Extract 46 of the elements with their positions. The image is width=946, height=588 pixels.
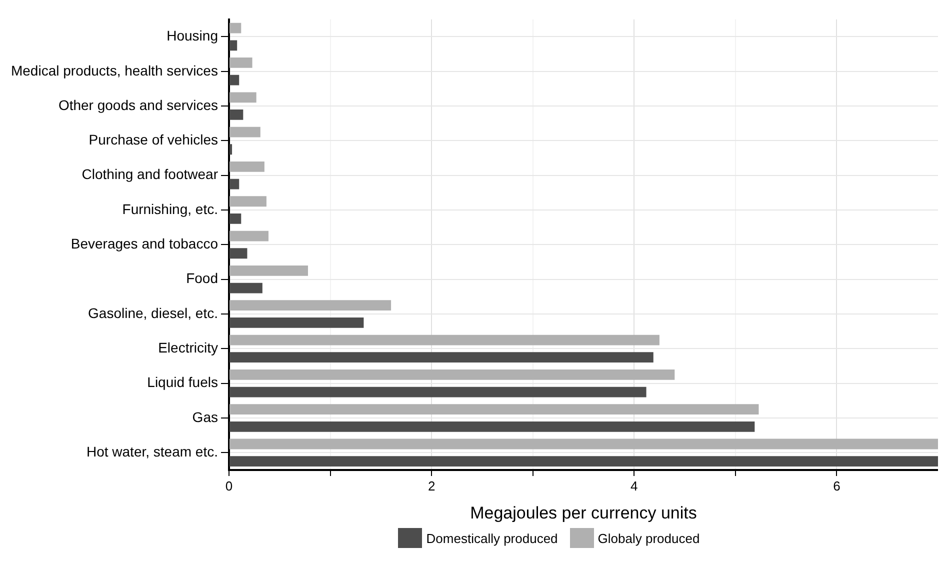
- y-tick-label: Clothing and footwear: [82, 166, 218, 182]
- bar: [229, 58, 252, 68]
- y-tick-label: Electricity: [158, 340, 218, 356]
- y-tick-label: Purchase of vehicles: [88, 132, 218, 148]
- x-tick-label: 0: [225, 478, 233, 494]
- bar: [229, 40, 238, 51]
- bar: [229, 22, 242, 34]
- legend-label: Globaly produced: [598, 530, 700, 546]
- bar: [229, 214, 242, 224]
- bar: [229, 265, 308, 276]
- bar: [229, 369, 675, 380]
- bar: [229, 162, 264, 172]
- y-tick-label: Gas: [192, 408, 218, 425]
- x-axis-title: Megajoules per currency units: [470, 503, 697, 522]
- bar: [229, 421, 755, 432]
- y-tick-label: Medical products, health services: [10, 62, 218, 78]
- bar: [229, 438, 938, 450]
- y-tick-label: Food: [186, 270, 218, 286]
- bar: [229, 456, 938, 467]
- bar: [229, 144, 232, 155]
- x-tick-label: 6: [833, 478, 840, 494]
- bar: [229, 230, 268, 242]
- y-tick-label: Furnishing, etc.: [122, 200, 218, 217]
- bar: [229, 334, 660, 346]
- bar: [229, 404, 759, 415]
- y-tick-label: Housing: [166, 28, 218, 44]
- bar: [229, 110, 244, 120]
- bar: [229, 74, 240, 86]
- bar: [229, 317, 364, 328]
- x-tick-label: 4: [630, 478, 638, 494]
- bar: [229, 248, 248, 259]
- bar: [229, 282, 262, 294]
- bar: [229, 300, 392, 311]
- y-tick-label: Other goods and services: [58, 96, 218, 113]
- bar: [229, 386, 646, 398]
- bar: [229, 352, 654, 363]
- bar: [229, 196, 266, 207]
- bar: [229, 126, 260, 138]
- legend-label: Domestically produced: [426, 530, 558, 546]
- y-tick-label: Liquid fuels: [147, 374, 218, 390]
- bar: [229, 92, 256, 103]
- y-tick-label: Hot water, steam etc.: [86, 444, 218, 460]
- x-tick-label: 2: [428, 478, 436, 494]
- bar: [229, 178, 240, 190]
- y-tick-label: Beverages and tobacco: [70, 236, 218, 252]
- y-tick-label: Gasoline, diesel, etc.: [88, 304, 218, 321]
